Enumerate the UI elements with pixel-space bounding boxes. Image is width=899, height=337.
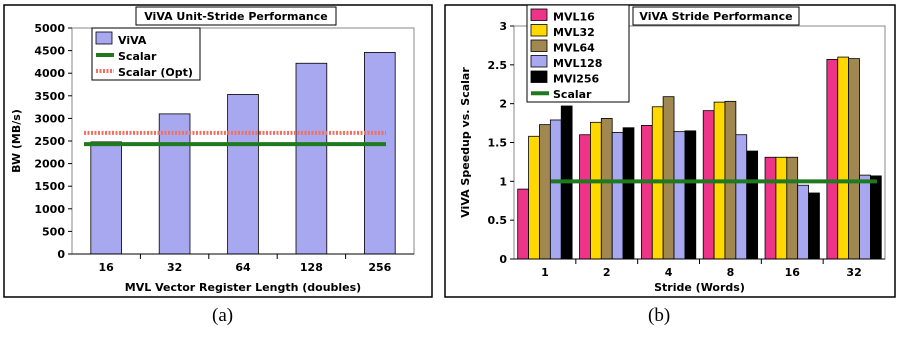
chart-b-bar-mvl64-16 xyxy=(786,156,799,260)
chart-a-xtick-label: 256 xyxy=(368,261,391,274)
chart-a-xtick-label: 32 xyxy=(167,261,182,274)
chart-b-legend-label-mvl128: MVL128 xyxy=(553,57,602,70)
chart-a-ytick-label: 3000 xyxy=(34,112,65,125)
chart-a-ytick-label: 500 xyxy=(42,225,65,238)
chart-b-bar-mvl32-2 xyxy=(590,121,602,260)
chart-a-xtick-label: 16 xyxy=(99,261,115,274)
chart-b-title-box xyxy=(632,6,800,26)
chart-b-bar-mvl256-4 xyxy=(684,130,697,260)
chart-b-bar-mvl128-4 xyxy=(673,131,686,260)
chart-b-title: ViVA Stride Performance xyxy=(639,10,792,23)
chart-a-xtick-label: 128 xyxy=(300,261,323,274)
chart-a-ytick-label: 2500 xyxy=(34,135,65,148)
chart-b-ytick-label: 1 xyxy=(499,175,507,188)
chart-a-ytick-label: 4000 xyxy=(34,67,65,80)
chart-a-xtick-label: 64 xyxy=(235,261,251,274)
chart-b-bar-mvl128-32 xyxy=(859,174,871,260)
chart-a-ytick-label: 2000 xyxy=(34,158,65,171)
chart-a-ytick-label: 5000 xyxy=(34,22,65,35)
chart-b: 0 0.5 1 1.5 2 2.5 3 1 2 4 8 16 32 ViVA Stride Perform… xyxy=(441,0,899,304)
chart-a-legend-swatch-viva xyxy=(95,31,113,45)
chart-b-bar-mvl64-2 xyxy=(600,118,613,260)
chart-b-xtick-label: 1 xyxy=(541,266,549,279)
chart-b-xtick-label: 4 xyxy=(665,266,673,279)
chart-b-bar-mvl32-16 xyxy=(775,156,788,260)
chart-b-bar-mvl256-32 xyxy=(870,175,882,260)
chart-b-legend-swatch-mvl256 xyxy=(530,70,548,83)
chart-b-legend-swatch-mvl64 xyxy=(530,39,548,52)
chart-b-bar-mvl128-8 xyxy=(735,134,748,260)
caption-a: (a) xyxy=(212,305,234,326)
chart-b-bar-mvl16-1 xyxy=(517,188,529,260)
chart-a-title: ViVA Unit-Stride Performance xyxy=(144,10,328,23)
chart-b-legend-label-scalar: Scalar xyxy=(553,88,592,101)
chart-b-xtick-label: 16 xyxy=(785,266,801,279)
chart-a-legend-label-viva: ViVA xyxy=(118,34,147,47)
chart-b-bar-mvl16-4 xyxy=(640,125,653,260)
chart-a-ytick-label: 4500 xyxy=(34,45,65,58)
chart-b-bar-mvl256-16 xyxy=(808,192,820,260)
chart-b-bar-mvl32-1 xyxy=(528,135,540,260)
chart-b-ytick-label: 3 xyxy=(499,20,507,33)
chart-a-bar-viva-64 xyxy=(227,94,259,255)
chart-b-legend-swatch-mvl32 xyxy=(530,24,548,37)
chart-b-bar-mvl128-1 xyxy=(549,119,562,260)
chart-b-xtick-label: 32 xyxy=(846,266,861,279)
chart-b-bar-mvl16-16 xyxy=(764,156,777,260)
chart-b-legend-label-mvl64: MVL64 xyxy=(553,42,595,55)
chart-a-ylabel: BW (MB/s) xyxy=(10,109,23,173)
chart-b-bar-mvl256-8 xyxy=(746,150,759,260)
chart-b-bar-mvl256-2 xyxy=(622,127,635,260)
chart-b-legend-swatch-mvl16 xyxy=(530,8,548,21)
chart-b-legend-swatch-mvl128 xyxy=(530,55,548,68)
chart-b-xtick-label: 2 xyxy=(603,266,611,279)
chart-b-xtick-label: 8 xyxy=(727,266,735,279)
chart-a-svg: 0 500 1000 1500 2000 2500 3000 3500 4000 4500 5000… xyxy=(3,4,433,298)
chart-b-legend-label-mvl256: MVl256 xyxy=(553,73,600,86)
chart-b-bar-mvl64-4 xyxy=(662,96,675,260)
chart-a-bar-viva-16 xyxy=(90,141,122,255)
chart-a-ytick-label: 1500 xyxy=(34,180,65,193)
chart-b-bar-mvl16-8 xyxy=(702,110,715,260)
caption-b: (b) xyxy=(648,305,671,326)
chart-a-bar-viva-128 xyxy=(295,62,328,255)
chart-b-bar-mvl32-32 xyxy=(837,56,850,260)
chart-b-ylabel: ViVA Speedup vs. Scalar xyxy=(459,67,472,218)
chart-a-bar-viva-256 xyxy=(364,52,396,255)
chart-b-ytick-label: 2.5 xyxy=(488,59,508,72)
chart-b-bar-mvl16-2 xyxy=(579,134,591,260)
chart-a-ytick-label: 3500 xyxy=(34,90,65,103)
chart-a-bar-viva-32 xyxy=(158,113,191,255)
chart-b-legend-label-mvl32: MVL32 xyxy=(553,26,595,39)
chart-b-legend-label-mvl16: MVL16 xyxy=(553,11,595,24)
chart-b-bar-mvl16-32 xyxy=(826,58,839,260)
chart-b-bar-mvl128-2 xyxy=(611,132,624,260)
chart-b-ytick-label: 2 xyxy=(499,98,507,111)
chart-b-svg: 0 0.5 1 1.5 2 2.5 3 1 2 4 8 16 32 ViVA Stride Perform… xyxy=(444,4,896,298)
chart-b-ytick-label: 0 xyxy=(499,253,507,266)
chart-a-ytick-label: 0 xyxy=(57,248,65,261)
chart-b-bar-mvl64-1 xyxy=(539,124,551,260)
chart-a: 0 500 1000 1500 2000 2500 3000 3500 4000 4500 5000… xyxy=(0,0,440,304)
chart-a-legend-label-scalar: Scalar xyxy=(118,50,157,63)
chart-b-xlabel: Stride (Words) xyxy=(654,281,745,294)
chart-b-bar-mvl64-32 xyxy=(848,58,860,260)
chart-a-xlabel: MVL Vector Register Length (doubles) xyxy=(125,281,361,294)
chart-b-ytick-label: 0.5 xyxy=(488,214,508,227)
chart-b-ytick-label: 1.5 xyxy=(488,137,508,150)
chart-a-title-box xyxy=(135,6,337,26)
chart-b-legend-box xyxy=(526,4,630,103)
chart-b-bar-mvl128-16 xyxy=(797,184,809,260)
chart-a-legend-label-scalar-opt: Scalar (Opt) xyxy=(118,66,193,79)
chart-a-ytick-label: 1000 xyxy=(34,203,65,216)
